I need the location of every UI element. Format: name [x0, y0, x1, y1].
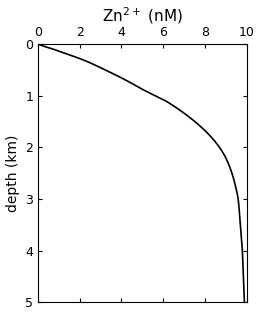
X-axis label: Zn$^{2+}$ (nM): Zn$^{2+}$ (nM) — [102, 6, 183, 26]
Y-axis label: depth (km): depth (km) — [5, 134, 19, 212]
